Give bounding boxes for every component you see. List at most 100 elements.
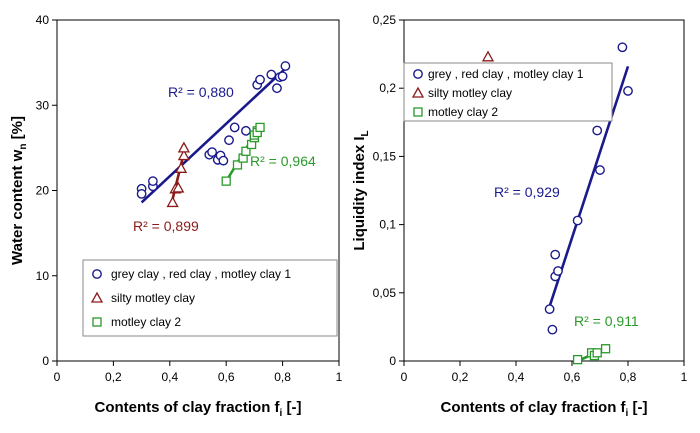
r2-label-series-3: R² = 0,964	[250, 153, 316, 169]
legend-label: grey , red clay , motley clay 1	[428, 67, 584, 81]
data-point-series-2	[166, 196, 179, 208]
x-tick-label: 0,8	[620, 370, 637, 384]
chart-2: 0 0,2 0,4 0,6 0,8 1 0 0,05 0,1 0,15 0,2 0,25 Content…	[351, 13, 688, 419]
data-point-series-1	[224, 135, 234, 146]
r2-label-series-1: R² = 0,880	[168, 84, 234, 100]
y-axis-label-unit: [%]	[9, 116, 26, 144]
legend-label: motley clay 2	[428, 105, 498, 119]
x-tick-label: 0,2	[452, 370, 469, 384]
y-tick-label: 40	[36, 13, 50, 27]
y-tick-label: 0,1	[379, 218, 396, 232]
data-point-series-1	[272, 83, 282, 94]
r2-label-series-3: R² = 0,911	[574, 313, 639, 329]
data-point-series-2	[481, 50, 495, 62]
legend-marker-square	[92, 317, 102, 327]
y-tick-label: 0	[42, 354, 49, 368]
x-tick-label: 0,6	[564, 370, 581, 384]
plot-frame	[403, 19, 685, 362]
x-tick-label: 0	[401, 370, 408, 384]
y-axis-label-main: Water content w	[9, 149, 26, 265]
data-point-series-1	[255, 74, 265, 85]
data-point-series-1	[553, 266, 563, 276]
legend-marker-circle	[92, 269, 102, 279]
legend-marker-square	[413, 107, 423, 117]
data-point-series-1	[572, 215, 583, 226]
trend-line-1	[140, 67, 287, 204]
legend-box	[82, 259, 338, 337]
data-point-series-3	[255, 122, 265, 133]
x-tick-label: 1	[681, 370, 688, 384]
y-tick-label: 0,05	[373, 286, 397, 300]
x-tick-label: 0,2	[105, 370, 122, 384]
data-point-series-3	[572, 354, 583, 365]
legend-label: motley clay 2	[111, 315, 181, 329]
legend: grey , red clay , motley clay 1 silty mot…	[403, 62, 613, 122]
y-tick-label: 0	[389, 354, 396, 368]
data-point-series-1	[277, 71, 288, 82]
data-point-series-2	[172, 181, 185, 193]
data-point-series-3	[232, 160, 243, 170]
data-point-series-2	[174, 161, 188, 173]
y-tick-label: 0,15	[373, 149, 397, 163]
x-axis-label: Contents of clay fraction fi [-]	[441, 399, 648, 419]
y-axis-label: Water content wn [%]	[9, 116, 29, 265]
data-point-series-1	[241, 125, 251, 136]
x-tick-label: 0,6	[218, 370, 235, 384]
data-point-series-1	[280, 61, 291, 71]
legend-box	[403, 62, 613, 122]
legend-label: silty motley clay	[428, 86, 512, 100]
x-axis-label-main: Contents of clay fraction f	[441, 399, 627, 416]
data-point-series-1	[229, 122, 240, 133]
legend-marker-triangle	[90, 291, 104, 303]
x-tick-label: 1	[336, 370, 343, 384]
r2-label-series-1: R² = 0,929	[494, 184, 560, 200]
y-tick-label: 0,25	[373, 13, 397, 27]
legend-label: grey clay , red clay , motley clay 1	[111, 267, 291, 281]
x-axis-label-unit: [-]	[282, 399, 301, 416]
trend-line-1	[548, 65, 630, 307]
y-tick-label: 20	[36, 184, 50, 198]
r2-label-series-2: R² = 0,899	[133, 218, 199, 234]
data-point-series-2	[177, 149, 191, 161]
data-point-series-1	[592, 125, 603, 136]
data-point-series-1	[550, 249, 561, 260]
y-axis-label: Liquidity index IL	[351, 130, 371, 250]
legend-marker-triangle	[411, 86, 425, 98]
data-point-series-1	[623, 86, 633, 96]
x-axis-label-subscript: i	[280, 408, 283, 419]
x-axis-label-main: Contents of clay fraction f	[95, 399, 281, 416]
data-point-series-1	[207, 147, 218, 158]
legend-marker-circle	[413, 69, 423, 79]
data-point-series-1	[595, 165, 605, 175]
data-point-series-3	[592, 348, 602, 358]
data-point-series-3	[241, 146, 251, 156]
x-axis-label-unit: [-]	[628, 399, 647, 416]
data-point-series-1	[617, 42, 628, 53]
data-point-series-1	[266, 69, 277, 80]
data-point-series-1	[547, 324, 558, 335]
x-tick-label: 0,4	[161, 370, 178, 384]
y-tick-label: 30	[36, 98, 50, 112]
x-tick-label: 0,4	[508, 370, 525, 384]
x-axis-label-subscript: i	[626, 408, 629, 419]
data-point-series-3	[221, 176, 231, 186]
legend-label: silty motley clay	[111, 291, 195, 305]
x-tick-label: 0,8	[274, 370, 291, 384]
data-point-series-3	[600, 344, 611, 354]
y-axis-label-subscript: n	[18, 144, 29, 150]
legend: grey clay , red clay , motley clay 1 silt…	[82, 259, 338, 337]
data-point-series-2	[177, 141, 191, 153]
data-point-series-1	[218, 155, 229, 166]
y-axis-label-main: Liquidity index I	[351, 136, 368, 250]
data-point-series-1	[136, 189, 147, 199]
data-point-series-1	[544, 304, 555, 315]
y-axis-label-subscript: L	[360, 130, 371, 136]
y-tick-label: 10	[36, 269, 50, 283]
data-point-series-1	[147, 176, 158, 187]
y-tick-label: 0,2	[379, 81, 396, 95]
x-tick-label: 0	[54, 370, 61, 384]
x-axis-label: Contents of clay fraction fi [-]	[95, 399, 302, 419]
